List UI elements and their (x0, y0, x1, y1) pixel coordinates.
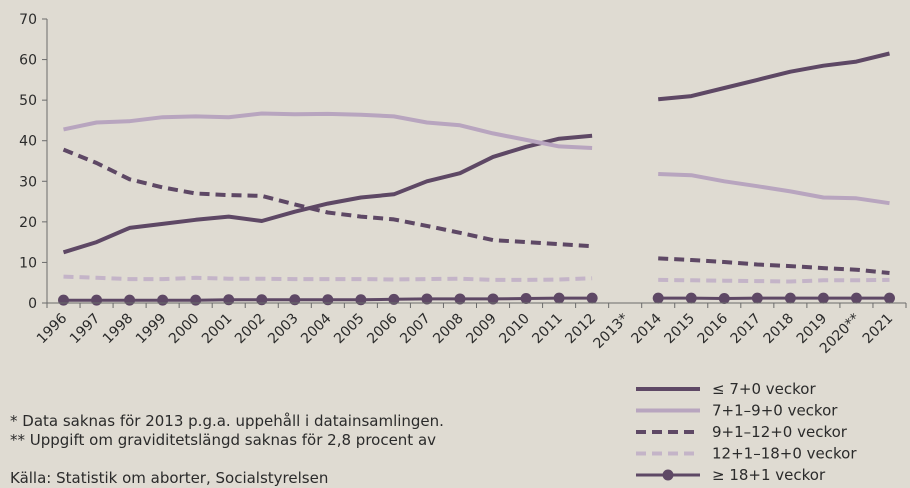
note-missing-2013: * Data saknas för 2013 p.g.a. uppehåll i… (10, 412, 444, 430)
y-tick-label: 50 (19, 93, 37, 109)
series-line-4 (658, 277, 890, 284)
legend-label: 9+1–12+0 veckor (712, 423, 848, 441)
series-point (751, 292, 763, 304)
chart-notes: * Data saknas för 2013 p.g.a. uppehåll i… (10, 412, 444, 488)
series-point (454, 293, 466, 305)
series-point (520, 293, 532, 305)
chart-source: Källa: Statistik om aborter, Socialstyre… (10, 469, 329, 487)
series-line-3 (62, 147, 593, 249)
legend-label: 12+1–18+0 veckor (712, 445, 857, 463)
series-line-4 (63, 274, 593, 282)
y-tick-label: 20 (19, 215, 37, 231)
series-point (652, 292, 664, 304)
y-tick-label: 70 (19, 12, 37, 28)
series-point (718, 293, 730, 305)
series-line-1 (658, 51, 890, 102)
series-point (388, 293, 400, 305)
series-point (784, 292, 796, 304)
series-point (817, 292, 829, 304)
y-tick-label: 10 (19, 255, 37, 271)
series-point (685, 292, 697, 304)
y-tick-label: 30 (19, 174, 37, 190)
series-line-3 (658, 256, 890, 275)
series-point (553, 292, 565, 304)
series-line-2 (658, 172, 890, 206)
y-tick-label: 60 (19, 53, 37, 69)
note-missing-length: ** Uppgift om graviditetslängd saknas fö… (10, 431, 437, 449)
series-point (487, 293, 499, 305)
series-point (883, 292, 895, 304)
legend-label: ≥ 18+1 veckor (712, 466, 826, 484)
y-tick-label: 0 (28, 296, 37, 312)
legend-marker (662, 469, 674, 481)
y-axis-ticks: 0 10 20 30 40 50 60 70 (19, 12, 47, 312)
legend-label: ≤ 7+0 veckor (712, 380, 816, 398)
series-line-2 (63, 111, 593, 150)
series-line-1 (62, 133, 593, 255)
legend-label: 7+1–9+0 veckor (712, 402, 838, 420)
series-point (586, 292, 598, 304)
y-tick-label: 40 (19, 134, 37, 150)
series-point (850, 292, 862, 304)
series-point (421, 293, 433, 305)
